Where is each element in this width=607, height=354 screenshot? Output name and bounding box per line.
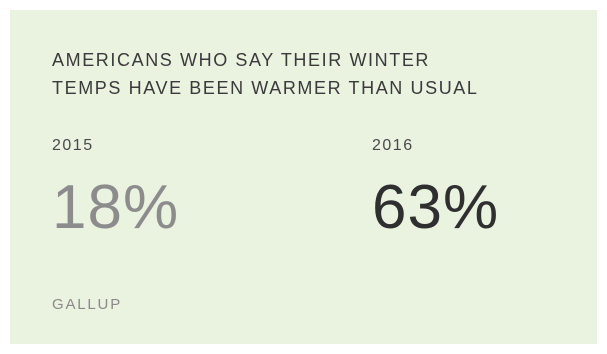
stat-value-2015: 18%: [52, 173, 180, 242]
stat-year-2016: 2016: [372, 137, 414, 154]
stat-2015: 2015 18%: [52, 136, 179, 242]
stat-value-2016: 63%: [372, 173, 500, 242]
card-title: AMERICANS WHO SAY THEIR WINTER TEMPS HAV…: [52, 46, 479, 102]
card-title-line-2: TEMPS HAVE BEEN WARMER THAN USUAL: [52, 78, 479, 98]
source-label: GALLUP: [52, 296, 122, 313]
stat-card: AMERICANS WHO SAY THEIR WINTER TEMPS HAV…: [10, 10, 597, 344]
stat-year-2015: 2015: [52, 137, 94, 154]
stat-2016: 2016 63%: [372, 136, 499, 242]
card-title-line-1: AMERICANS WHO SAY THEIR WINTER: [52, 50, 431, 70]
